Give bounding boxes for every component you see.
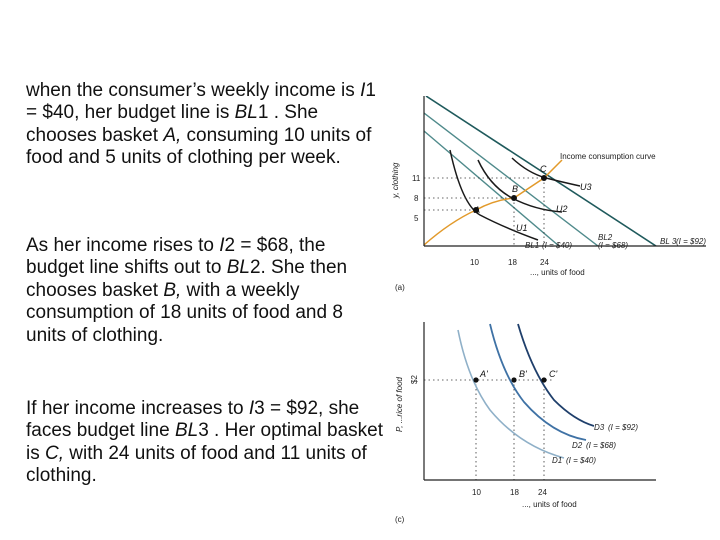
d3-label: D3 xyxy=(594,423,605,432)
d1-label: D1 xyxy=(552,456,562,465)
point-label-a-prime: A' xyxy=(479,369,488,379)
italic-term: I xyxy=(248,398,255,419)
budget-line-bl2 xyxy=(424,112,599,246)
italic-term: BL xyxy=(234,102,258,124)
u3-label: U3 xyxy=(580,182,592,192)
panel-a: A B C Income consumption curve U1 U2 U3 … xyxy=(391,96,706,292)
text-run: consuming 10 units of food and 5 units o… xyxy=(26,124,372,169)
xtick-c-10: 10 xyxy=(472,488,481,497)
italic-term: BL xyxy=(226,257,250,279)
xtick-c-18: 18 xyxy=(510,488,519,497)
text-run: 1 = $40, her budget line is xyxy=(26,80,376,124)
xtick-c-24: 24 xyxy=(538,488,547,497)
ytick-a-8: 8 xyxy=(414,194,419,203)
text-run: with a weekly consumption of 18 units of… xyxy=(26,279,343,346)
d2-label: D2 xyxy=(572,441,583,450)
point-label-a: A xyxy=(473,205,480,215)
demand-curve-d1 xyxy=(457,329,565,459)
paragraph-income-3: If her income increases to I3 = $92, she… xyxy=(26,398,386,488)
ytick-a-11: 11 xyxy=(412,174,421,183)
budget-line-bl1 xyxy=(424,130,560,246)
text-run: 3 . Her optimal basket is xyxy=(26,420,384,464)
text-run: 3 = $92, she faces budget line xyxy=(26,398,360,442)
bl3-income: (I = $92) xyxy=(676,237,706,246)
text-run: 1 . She chooses basket xyxy=(26,102,319,146)
text-run: As her income rises to xyxy=(26,235,220,256)
budget-line-bl3 xyxy=(425,96,657,246)
paragraph-income-2: As her income rises to I2 = $68, the bud… xyxy=(26,235,386,347)
text-run: 2 = $68, the budget line shifts out to xyxy=(26,235,326,279)
paragraph-income-1: when the consumer’s weekly income is I1 … xyxy=(26,80,386,170)
point-label-c: C xyxy=(540,164,547,174)
bl1-income: (I = $40) xyxy=(542,241,572,250)
indifference-curve-u1 xyxy=(449,149,539,241)
bl1-label: BL1 xyxy=(525,241,539,250)
italic-term: I xyxy=(360,80,366,101)
demand-curve-d2 xyxy=(489,323,587,441)
point-b-prime xyxy=(511,377,517,383)
ytick-a-5: 5 xyxy=(414,214,419,223)
italic-term: I xyxy=(219,235,225,256)
xlabel-a: ..., units of food xyxy=(530,268,585,277)
d3-income: (I = $92) xyxy=(608,423,638,432)
xlabel-c: ..., units of food xyxy=(522,500,577,509)
demand-curve-d3 xyxy=(517,323,595,427)
point-b xyxy=(511,195,517,201)
xtick-a-18: 18 xyxy=(508,258,517,267)
point-a-prime xyxy=(473,377,479,383)
d1-income: (I = $40) xyxy=(566,456,596,465)
text-run: If her income increases to xyxy=(26,398,249,419)
point-a xyxy=(473,207,479,213)
d2-income: (I = $68) xyxy=(586,441,616,450)
panel-label-c: (c) xyxy=(395,515,405,524)
point-c xyxy=(541,175,547,181)
xtick-a-10: 10 xyxy=(470,258,479,267)
point-c-prime xyxy=(541,377,547,383)
text-run: 2. She then chooses basket xyxy=(26,257,348,301)
panel-c: A' B' C' D3 (I = $92) D2 (I = $68) D1 (I… xyxy=(395,322,656,524)
point-label-b-prime: B' xyxy=(519,369,527,379)
italic-term: A, xyxy=(163,124,182,146)
point-label-c-prime: C' xyxy=(549,369,557,379)
icc-annotation: Income consumption curve xyxy=(560,152,656,161)
xtick-a-24: 24 xyxy=(540,258,549,267)
ylabel-c: P, ...rice of food xyxy=(395,376,404,432)
text-run: when the consumer’s weekly income is xyxy=(26,80,361,101)
ylabel-a: y, clothing xyxy=(391,162,400,199)
bl2-income: (I = $68) xyxy=(598,241,628,250)
u2-label: U2 xyxy=(556,204,568,214)
italic-term: C, xyxy=(45,442,64,464)
italic-term: BL xyxy=(174,420,199,442)
italic-term: B, xyxy=(163,279,182,301)
bl3-label: BL 3 xyxy=(660,237,677,246)
bl2-label: BL2 xyxy=(598,233,613,242)
point-label-b: B xyxy=(512,184,518,194)
ytick-c-price: $2 xyxy=(410,375,419,384)
panel-label-a: (a) xyxy=(395,283,405,292)
u1-label: U1 xyxy=(516,223,528,233)
text-run: with 24 units of food and 11 units of cl… xyxy=(26,442,367,487)
